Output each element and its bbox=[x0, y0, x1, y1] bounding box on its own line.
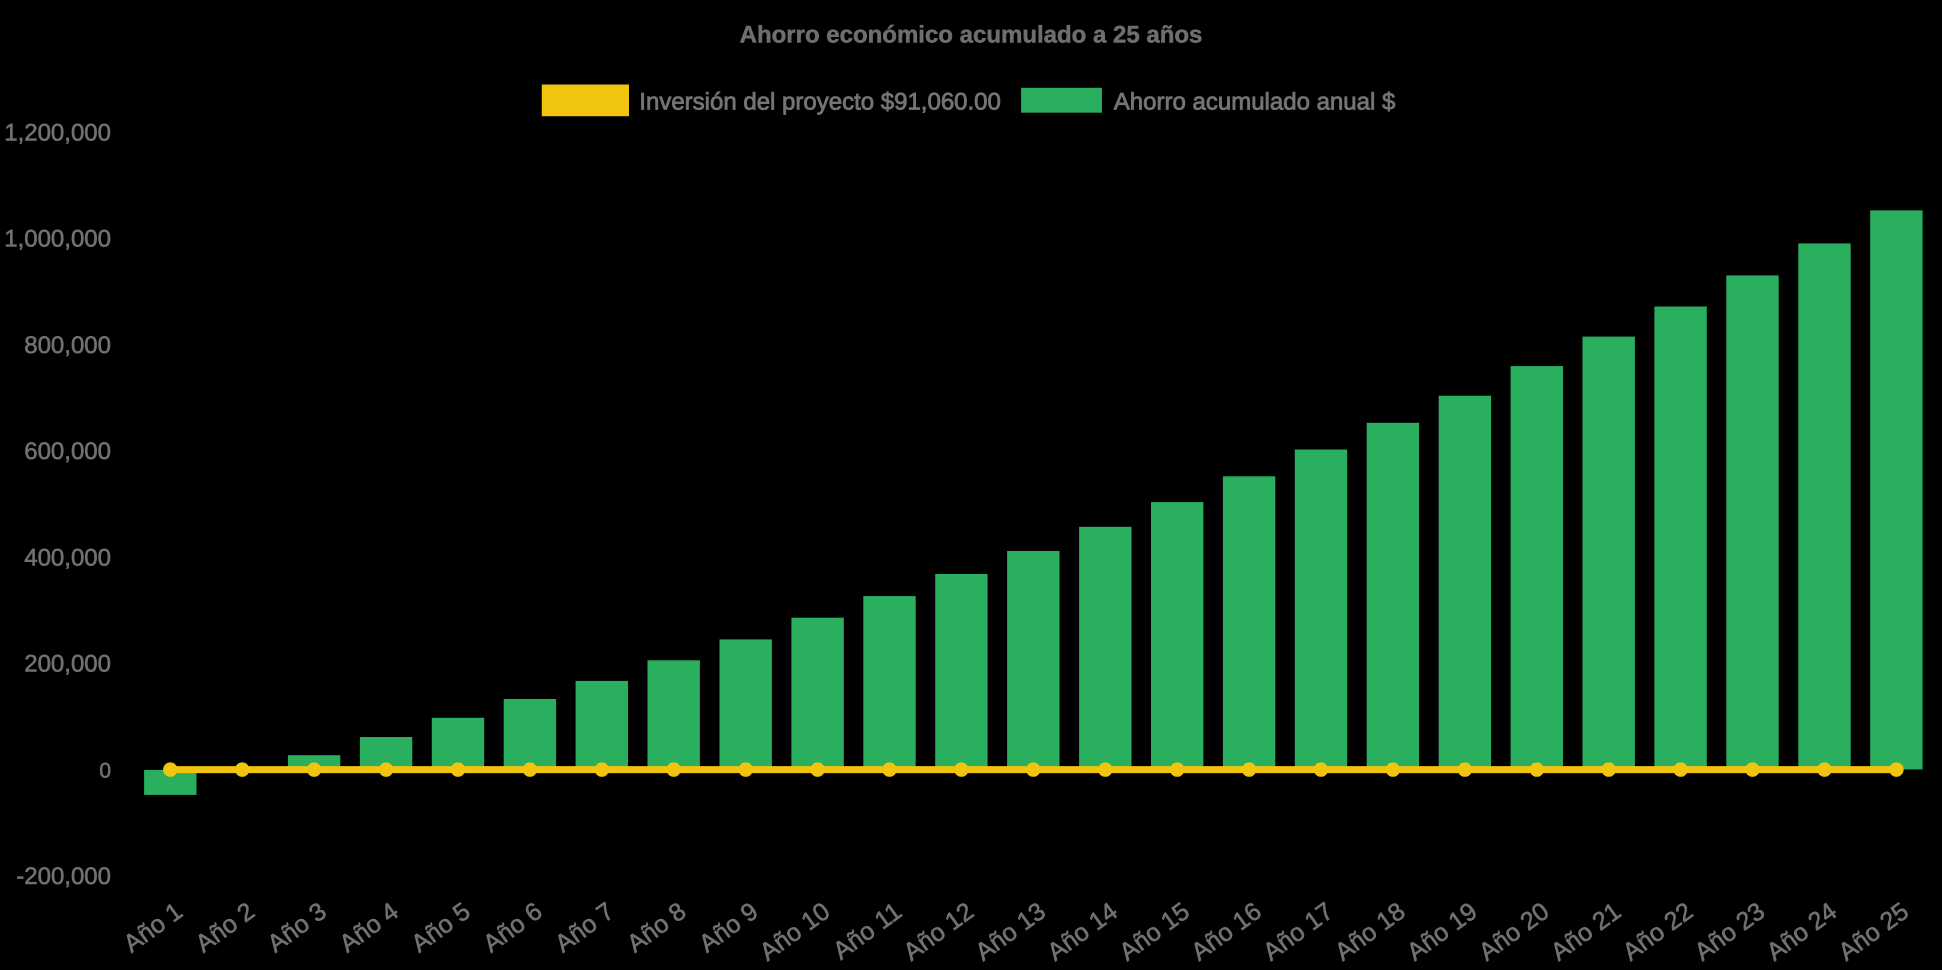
svg-text:600,000: 600,000 bbox=[24, 438, 111, 465]
svg-text:1,200,000: 1,200,000 bbox=[4, 120, 111, 147]
svg-text:Inversión del proyecto $91,060: Inversión del proyecto $91,060.00 bbox=[639, 89, 1001, 116]
svg-text:0: 0 bbox=[99, 760, 111, 783]
svg-text:400,000: 400,000 bbox=[24, 544, 111, 571]
svg-text:1,000,000: 1,000,000 bbox=[4, 226, 111, 253]
svg-text:Ahorro acumulado anual $: Ahorro acumulado anual $ bbox=[1114, 89, 1396, 116]
svg-text:800,000: 800,000 bbox=[24, 332, 111, 359]
svg-text:200,000: 200,000 bbox=[24, 651, 111, 678]
svg-text:Ahorro económico acumulado a 2: Ahorro económico acumulado a 25 años bbox=[740, 21, 1203, 48]
svg-text:-200,000: -200,000 bbox=[16, 863, 111, 890]
